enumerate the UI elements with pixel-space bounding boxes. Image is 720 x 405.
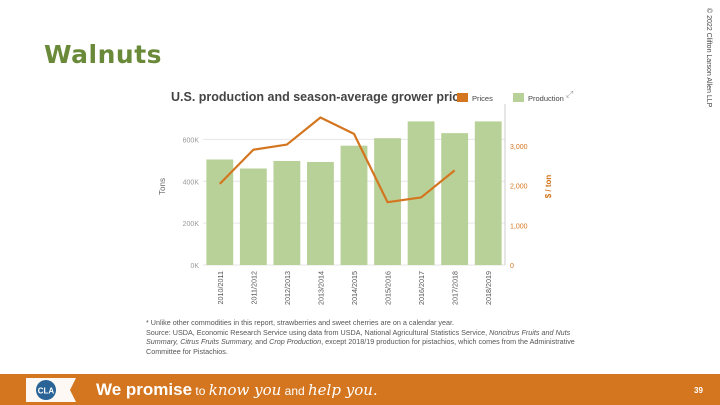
expand-icon[interactable]: ⤢ — [566, 89, 574, 99]
x-tick-label: 2013/2014 — [316, 271, 325, 305]
x-tick-label: 2016/2017 — [417, 271, 426, 305]
source-text-e: , except 2018/19 production for pistachi… — [146, 337, 575, 356]
source-text-a: Source: USDA, Economic Research Service … — [146, 327, 490, 337]
tagline-strong: We promise — [96, 380, 193, 399]
chart-panel: U.S. production and season-average growe… — [145, 80, 585, 360]
y-tick-label-left: 600K — [183, 137, 200, 144]
y-tick-label-right: 2,000 — [510, 184, 528, 191]
tagline: We promise to know you and help you. — [96, 380, 378, 400]
legend-swatch-production — [513, 93, 524, 102]
source-text-d: Crop Production — [269, 337, 322, 347]
footnote-calendar: * Unlike other commodities in this repor… — [146, 318, 455, 327]
slide-title: Walnuts — [44, 40, 163, 69]
footnotes: * Unlike other commodities in this repor… — [146, 318, 586, 356]
tagline-to: to — [192, 384, 209, 398]
source-text-b: Noncitrus Fruits and Nuts Summary, Citru… — [146, 327, 571, 347]
y-axis-label-right: $ / ton — [544, 175, 553, 199]
bar-production — [340, 145, 368, 265]
tagline-help: help you. — [308, 381, 378, 399]
line-prices — [218, 116, 456, 204]
x-tick-label: 2012/2013 — [283, 271, 292, 305]
copyright-notice: © 2022 Clifton Larson Allen LLP — [705, 8, 712, 108]
source-text-c: and — [253, 337, 270, 347]
x-tick-label: 2015/2016 — [384, 271, 393, 305]
production-price-chart: U.S. production and season-average growe… — [158, 90, 564, 305]
page-number: 39 — [694, 386, 703, 395]
chart-title: U.S. production and season-average growe… — [171, 90, 466, 104]
footnote-source: Source: USDA, Economic Research Service … — [146, 328, 586, 357]
y-tick-label-right: 3,000 — [510, 144, 528, 151]
cla-logo-icon: CLA — [26, 378, 76, 402]
legend-label-production: Production — [528, 94, 564, 103]
x-tick-label: 2010/2011 — [216, 271, 225, 304]
y-tick-label-left: 400K — [183, 179, 200, 186]
bar-production — [407, 121, 435, 265]
y-tick-label-left: 200K — [183, 221, 200, 228]
x-tick-label: 2011/2012 — [249, 271, 258, 304]
footer-bar — [0, 374, 720, 405]
y-axis-label: Tons — [158, 178, 167, 195]
y-tick-label-right: 1,000 — [510, 223, 528, 230]
legend-label-prices: Prices — [472, 94, 493, 103]
legend-swatch-prices — [457, 93, 468, 102]
x-tick-label: 2018/2019 — [484, 271, 493, 305]
bar-production — [239, 168, 267, 265]
tagline-know: know you — [208, 381, 282, 399]
y-tick-label-left: 0K — [190, 263, 199, 270]
bar-production — [206, 159, 234, 265]
x-tick-label: 2017/2018 — [451, 271, 460, 305]
bar-production — [441, 133, 469, 265]
y-tick-label-right: 0 — [510, 263, 514, 270]
bar-production — [273, 160, 301, 265]
x-tick-label: 2014/2015 — [350, 271, 359, 305]
bar-production — [474, 121, 502, 265]
bar-production — [307, 162, 334, 265]
logo-text: CLA — [38, 387, 55, 396]
tagline-and: and — [281, 384, 309, 398]
